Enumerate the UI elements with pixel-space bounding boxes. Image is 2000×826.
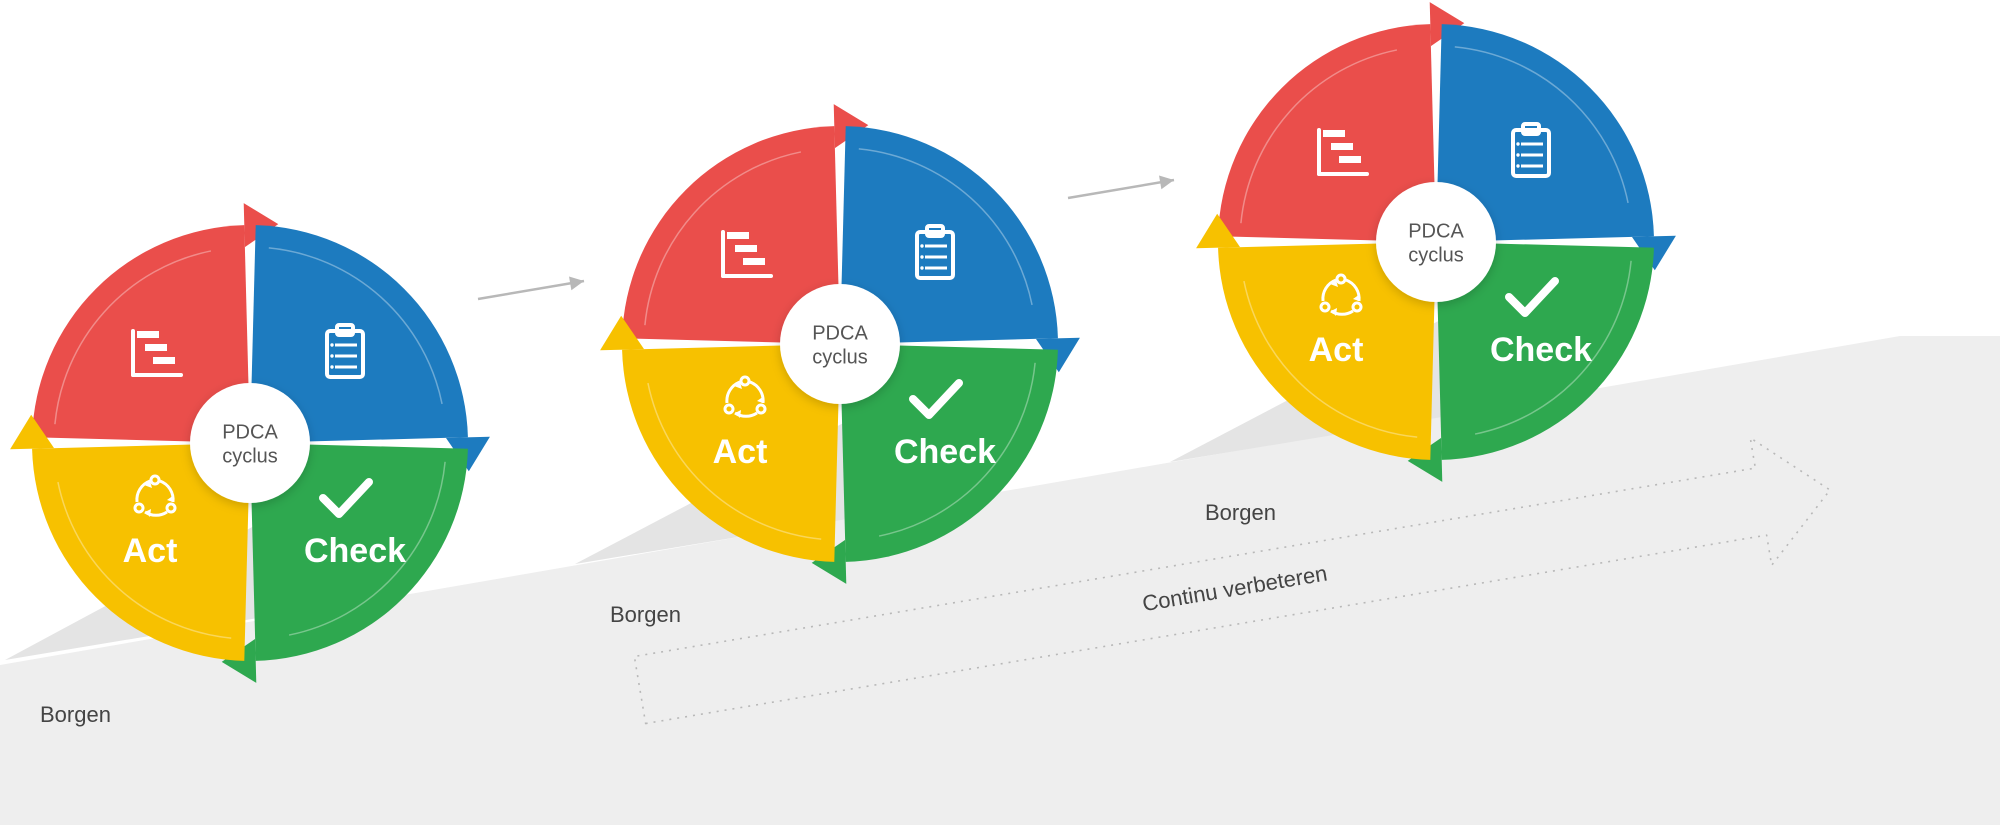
wedge-label: Borgen: [610, 602, 681, 627]
pdca-label-act: Act: [713, 433, 768, 471]
pdca-label-check: Check: [1490, 331, 1592, 369]
wedge-label: Borgen: [1205, 500, 1276, 525]
pdca-center-label-line2: cyclus: [222, 445, 278, 467]
pdca-label-act: Act: [123, 532, 178, 570]
pdca-center-label-line1: PDCA: [1408, 220, 1464, 242]
pdca-label-act: Act: [1309, 331, 1364, 369]
connector-arrow: [1068, 175, 1174, 198]
pdca-center-label-line1: PDCA: [222, 421, 278, 443]
wedge-label: Borgen: [40, 702, 111, 727]
connector-arrow: [478, 276, 584, 299]
pdca-center-label-line2: cyclus: [1408, 244, 1464, 266]
pdca-label-check: Check: [894, 433, 996, 471]
pdca-label-check: Check: [304, 532, 406, 570]
pdca-center-label-line1: PDCA: [812, 322, 868, 344]
pdca-center-label-line2: cyclus: [812, 346, 868, 368]
